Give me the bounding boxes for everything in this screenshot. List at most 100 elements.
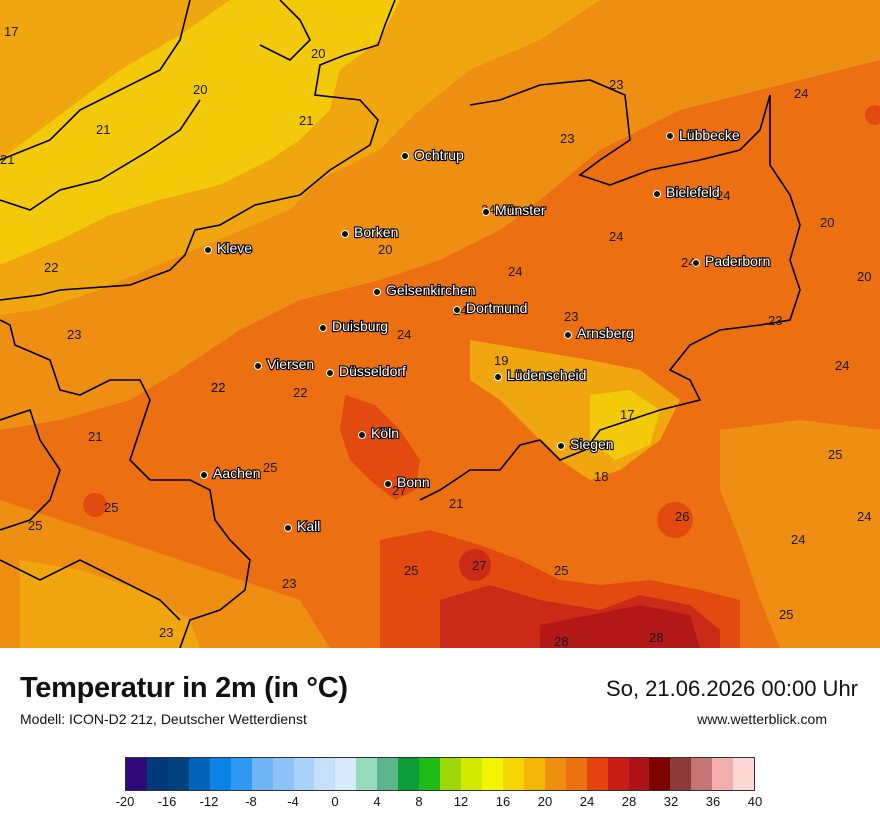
scale-swatch [335,758,357,790]
temp-label: 21 [88,429,102,444]
city-aachen: Aachen [200,464,262,482]
city-label: Arnsberg [577,325,634,341]
city-duesseldorf: Düsseldorf [326,362,407,380]
scale-tick-label: -4 [287,794,299,809]
scale-swatch [691,758,713,790]
scale-tick-label: 24 [579,794,595,809]
temp-label: 22 [211,380,225,395]
zone-patch-3 [865,105,880,125]
scale-swatch [565,758,587,790]
border-nrw-east [419,79,801,501]
scale-swatch [126,758,147,790]
scale-swatch [670,758,692,790]
temp-label: 24 [681,255,695,270]
scale-swatch [523,758,545,790]
scale-swatch [712,758,734,790]
scale-tick-label: -8 [245,794,257,809]
city-label: Lübbecke [679,127,740,143]
zone-20-b [0,0,600,315]
city-label: Ochtrup [414,147,464,163]
border-internal-5 [0,559,181,621]
temp-label: 24 [397,327,411,342]
scale-swatch [733,758,755,790]
temp-label: 22 [211,380,225,395]
scale-tick-label: 36 [705,794,721,809]
zone-south-hottest [540,605,700,648]
city-label: Düsseldorf [339,363,406,379]
city-duisburg: Duisburg [319,317,389,335]
temp-label: 25 [779,607,793,622]
website-link[interactable]: www.wetterblick.com [697,711,827,727]
temp-label: 21 [96,122,110,137]
city-luebbecke: Lübbecke [666,126,741,144]
city-arnsberg: Arnsberg [564,324,635,342]
temp-label: 26 [675,509,689,524]
city-siegen: Siegen [557,435,615,453]
color-scale-ticks: -20 -16 -12 -8 -4 0 4 8 12 16 20 24 28 32 36 40 [116,794,763,814]
city-gelsenkirchen: Gelsenkirchen [373,281,477,299]
city-ochtrup: Ochtrup [401,146,465,164]
temp-label: 24 [791,532,805,547]
scale-swatch [272,758,294,790]
scale-tick-label: 28 [621,794,637,809]
temp-label: 24 [508,264,522,279]
map-footer: Temperatur in 2m (in °C) Modell: ICON-D2… [0,648,880,830]
border-internal-3 [259,0,311,61]
scale-swatch [649,758,671,790]
temp-label: 23 [560,131,574,146]
temp-label: 25 [28,518,42,533]
temp-label: 27 [392,483,406,498]
scale-tick-label: 32 [663,794,679,809]
scale-swatch [440,758,461,790]
scale-swatch [628,758,650,790]
zone-20 [0,0,230,160]
scale-swatch [356,758,378,790]
city-bonn: Bonn [384,473,431,491]
city-label: Paderborn [705,253,770,269]
zone-siegen [590,390,660,460]
scale-tick-label: 0 [331,794,339,809]
city-kall: Kall [284,517,321,535]
city-kleve: Kleve [204,239,253,257]
temperature-labels: 17 20 20 21 21 21 22 22 23 20 23 23 24 2… [0,24,871,648]
city-label: Viersen [267,356,314,372]
scale-swatch [167,758,189,790]
city-viersen: Viersen [254,355,315,373]
temp-label: 28 [554,634,568,648]
city-borken: Borken [341,223,399,241]
city-bielefeld: Bielefeld [653,183,721,201]
scale-swatch [481,758,503,790]
city-label: Borken [354,224,398,240]
border-internal-2 [0,99,201,211]
scale-swatch [461,758,482,790]
city-label: Köln [371,425,399,441]
temp-label: 20 [857,269,871,284]
temp-label: 22 [293,385,307,400]
city-muenster: Münster [482,201,547,219]
scale-swatch [607,758,629,790]
temp-label: 25 [404,563,418,578]
forecast-datetime: So, 21.06.2026 00:00 Uhr [606,676,858,701]
scale-tick-label: 4 [373,794,381,809]
temp-label: 20 [311,46,325,61]
zone-patch-2 [657,502,693,538]
border-internal-1 [0,0,191,161]
city-label: Gelsenkirchen [386,282,476,298]
temp-label: 25 [263,460,277,475]
temp-label: 17 [620,407,634,422]
city-label: Lüdenscheid [507,367,586,383]
zone-southeast [720,420,880,648]
city-label: Aachen [213,465,260,481]
scale-swatch [230,758,252,790]
temp-label: 19 [494,353,508,368]
scale-swatch [586,758,608,790]
temp-label: 20 [378,242,392,257]
scale-swatch [377,758,399,790]
zone-rhine [340,395,420,500]
temp-label: 20 [820,215,834,230]
border-be-de [0,319,251,648]
temp-label: 25 [554,563,568,578]
zone-patch-1 [83,493,107,517]
city-label: Bielefeld [666,184,720,200]
zone-22 [0,0,880,430]
